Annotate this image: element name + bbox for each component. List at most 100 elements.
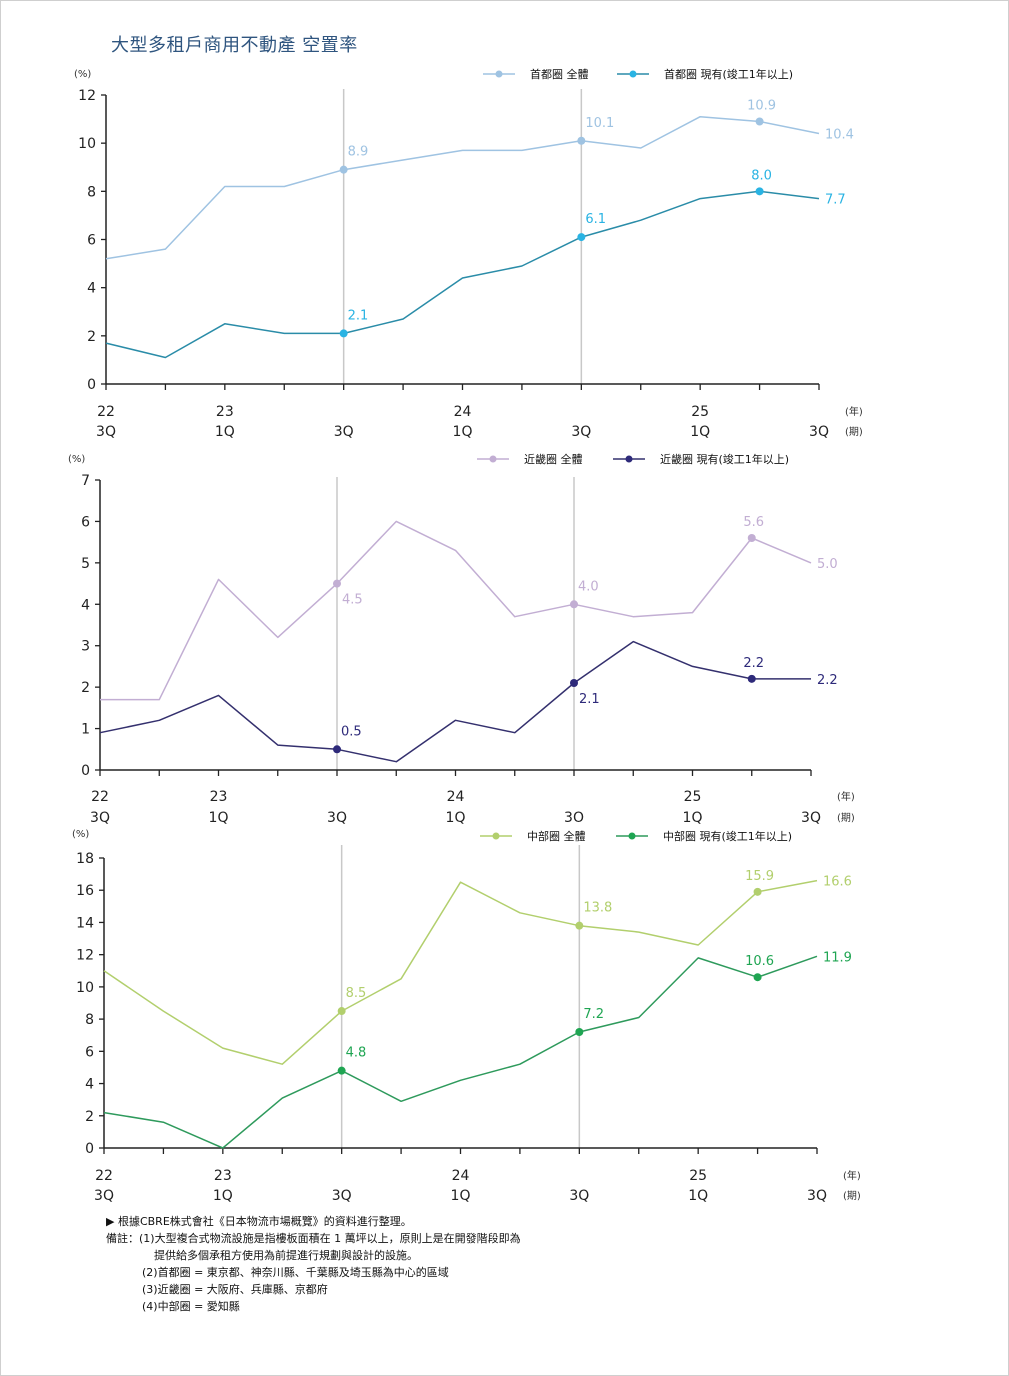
x-period-unit: (期) [845, 426, 863, 438]
x-period-label: 1Q [215, 424, 235, 440]
data-point [333, 745, 341, 754]
series-line-existing [103, 955, 818, 1149]
data-label: 5.0 [817, 557, 838, 572]
x-period-label: 1Q [683, 810, 703, 826]
x-period-label: 3Q [571, 424, 591, 440]
data-label: 2.2 [817, 673, 838, 688]
x-year-label: 24 [447, 789, 465, 805]
y-tick-label: 12 [76, 948, 94, 964]
page-title: 大型多租戶商用不動產 空置率 [111, 35, 358, 56]
x-year-unit: (年) [843, 1169, 861, 1182]
x-year-unit: (年) [845, 405, 863, 418]
data-label: 4.5 [342, 593, 363, 608]
y-tick-label: 10 [78, 136, 96, 152]
y-tick-label: 18 [76, 851, 94, 867]
y-tick-label: 6 [85, 1044, 94, 1060]
data-label: 2.2 [743, 656, 764, 671]
y-tick-label: 1 [81, 722, 90, 738]
y-tick-label: 4 [81, 597, 90, 613]
data-point [339, 329, 348, 338]
y-tick-label: 8 [87, 184, 96, 200]
data-point [577, 233, 586, 242]
legend-marker [628, 832, 636, 840]
legend-label: 首都圈 全體 [530, 67, 589, 81]
data-label: 10.9 [747, 98, 776, 113]
legend-label: 近畿圈 現有(竣工1年以上) [660, 452, 789, 466]
x-period-label: 1Q [690, 424, 710, 440]
legend-marker [492, 832, 500, 840]
remark-line-4: (3)近畿圈 = 大阪府、兵庫縣、京都府 [142, 1283, 328, 1296]
data-point [337, 1066, 346, 1075]
x-year-label: 22 [91, 789, 109, 805]
x-year-label: 24 [454, 404, 472, 420]
data-label: 10.4 [825, 128, 854, 143]
y-tick-label: 2 [87, 329, 96, 345]
y-tick-label: 0 [81, 763, 90, 779]
data-label: 6.1 [585, 212, 606, 227]
x-period-label: 3Q [807, 1188, 827, 1204]
y-tick-label: 3 [81, 639, 90, 655]
x-year-label: 25 [684, 789, 702, 805]
data-point [575, 1028, 584, 1036]
data-label: 8.9 [348, 145, 369, 160]
y-tick-label: 7 [81, 473, 90, 489]
y-tick-label: 6 [87, 233, 96, 249]
data-label: 5.6 [743, 515, 764, 530]
x-period-unit: (期) [843, 1190, 861, 1202]
data-label: 10.1 [585, 116, 614, 131]
data-label: 2.1 [579, 692, 600, 707]
remark-line-3: (2)首都圈 = 東京都、神奈川縣、千葉縣及埼玉縣為中心的區域 [142, 1266, 449, 1279]
remark-line-5: (4)中部圈 = 愛知縣 [142, 1300, 240, 1313]
x-period-label: 1Q [451, 1188, 471, 1204]
remark-text: (1)大型複合式物流設施是指樓板面積在 1 萬坪以上，原則上是在開發階段即為 [139, 1232, 521, 1245]
x-period-label: 3Q [801, 810, 821, 826]
x-period-label: 3Q [334, 424, 354, 440]
data-label: 11.9 [823, 950, 852, 965]
data-label: 10.6 [745, 954, 774, 969]
x-year-unit: (年) [837, 790, 855, 803]
x-period-label: 3Q [94, 1188, 114, 1204]
y-tick-label: 6 [81, 514, 90, 530]
data-label: 2.1 [348, 308, 369, 323]
y-tick-label: 2 [85, 1109, 94, 1125]
legend-label: 近畿圈 全體 [524, 452, 583, 466]
data-label: 0.5 [341, 724, 362, 739]
y-unit-label: (%) [68, 454, 85, 465]
remark-prefix: 備註： [106, 1232, 139, 1245]
y-tick-label: 12 [78, 88, 96, 104]
y-unit-label: (%) [74, 69, 91, 80]
x-year-label: 23 [216, 404, 234, 420]
remark-line-1: 備註：(1)大型複合式物流設施是指樓板面積在 1 萬坪以上，原則上是在開發階段即… [106, 1230, 521, 1247]
y-tick-label: 4 [85, 1077, 94, 1093]
data-point [339, 165, 348, 174]
data-label: 13.8 [583, 901, 612, 916]
x-period-label: 3Q [809, 424, 829, 440]
legend-label: 首都圈 現有(竣工1年以上) [664, 67, 793, 81]
x-period-label: 1Q [213, 1188, 233, 1204]
x-period-label: 1Q [209, 810, 229, 826]
y-tick-label: 2 [81, 680, 90, 696]
data-point [337, 1007, 346, 1016]
x-period-label: 1Q [688, 1188, 708, 1204]
x-period-label: 3Q [96, 424, 116, 440]
data-label: 4.0 [578, 579, 599, 594]
data-point [753, 887, 762, 896]
data-point [570, 600, 578, 609]
x-period-label: 1Q [453, 424, 473, 440]
x-year-label: 24 [452, 1168, 470, 1184]
data-point [570, 679, 578, 687]
x-year-label: 22 [97, 404, 115, 420]
x-period-label: 3Q [569, 1188, 589, 1204]
x-year-label: 22 [95, 1168, 113, 1184]
x-year-label: 23 [210, 789, 228, 805]
legend-marker [625, 455, 633, 463]
x-period-label: 3Q [327, 810, 347, 826]
legend-marker [489, 455, 497, 463]
x-period-label: 3Q [90, 810, 110, 826]
x-period-unit: (期) [837, 812, 855, 824]
data-label: 4.8 [346, 1046, 367, 1061]
